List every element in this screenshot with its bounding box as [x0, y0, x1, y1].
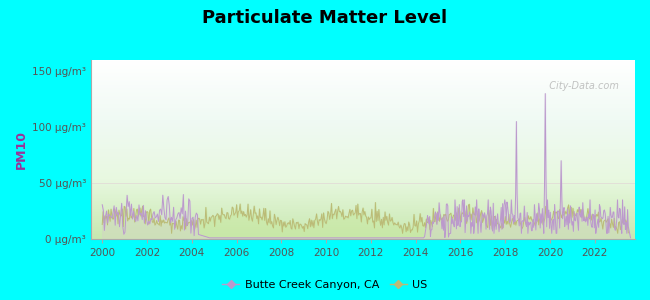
- Legend: Butte Creek Canyon, CA, US: Butte Creek Canyon, CA, US: [218, 276, 432, 294]
- Text: Particulate Matter Level: Particulate Matter Level: [202, 9, 448, 27]
- Y-axis label: PM10: PM10: [15, 130, 28, 169]
- Text: City-Data.com: City-Data.com: [543, 82, 618, 92]
